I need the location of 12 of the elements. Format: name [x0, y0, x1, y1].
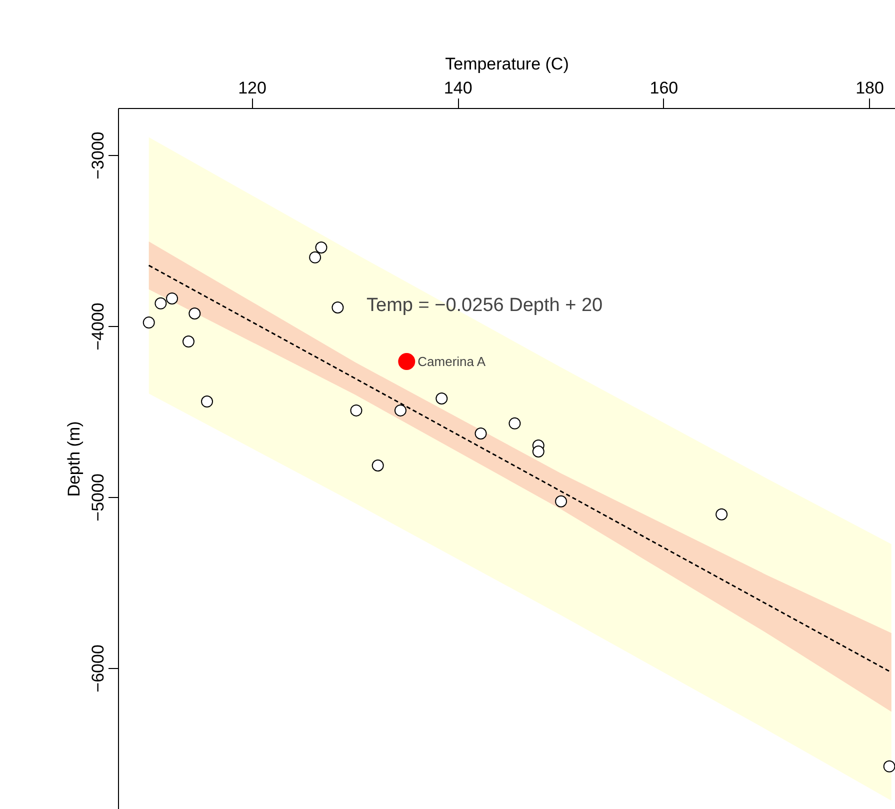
- series-label: Camerina A: [418, 354, 486, 370]
- y-axis-title: Depth (m): [64, 421, 84, 497]
- annotation: Temp = −0.0256 Depth + 20: [366, 295, 603, 316]
- y-tick-label: −3000: [88, 132, 108, 180]
- y-tick-label: −6000: [88, 644, 108, 692]
- x-tick-label: 180: [856, 78, 884, 98]
- x-tick-label: 120: [238, 78, 266, 98]
- y-tick-label: −4000: [88, 302, 108, 350]
- x-axis-title: Temperature (C): [445, 54, 569, 74]
- x-tick-label: 140: [444, 78, 472, 98]
- y-tick-label: −5000: [88, 474, 108, 522]
- x-tick-label: 160: [650, 78, 678, 98]
